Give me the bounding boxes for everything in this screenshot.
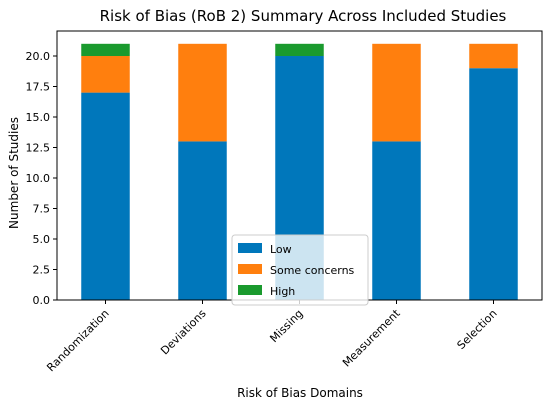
y-tick-label: 5.0 [33, 233, 51, 246]
legend-label: Low [270, 243, 292, 256]
y-tick-label: 12.5 [26, 142, 51, 155]
bar-selection-some-concerns [469, 43, 518, 69]
y-axis-label: Number of Studies [7, 117, 21, 229]
legend-label: Some concerns [270, 264, 355, 277]
legend-box [231, 234, 369, 306]
bar-randomization-high [81, 43, 130, 57]
bar-measurement-some-concerns [372, 43, 421, 142]
x-tick-label: Selection [455, 307, 500, 352]
x-tick-label: Measurement [340, 306, 403, 369]
bar-selection-low [469, 68, 518, 300]
chart-title: Risk of Bias (RoB 2) Summary Across Incl… [100, 7, 507, 25]
x-tick-label: Missing [267, 307, 305, 345]
bar-measurement-low [372, 141, 421, 300]
y-tick-label: 20.0 [26, 50, 51, 63]
bar-deviations-some-concerns [178, 43, 227, 142]
y-tick-label: 10.0 [26, 172, 51, 185]
x-axis-label: Risk of Bias Domains [237, 386, 363, 400]
legend-swatch [238, 285, 262, 295]
y-tick-label: 0.0 [33, 294, 51, 307]
plot-area: 0.0 2.5 5.0 7.5 10.0 12.5 15.0 17.5 20.0 Randomiz… [26, 30, 543, 374]
x-tick-label: Deviations [158, 307, 209, 358]
x-tick-label: Randomization [44, 307, 111, 374]
legend-swatch [238, 243, 262, 253]
bar-deviations-low [178, 141, 227, 300]
bar-randomization-low [81, 92, 130, 300]
bar-missing-high [275, 43, 324, 57]
y-tick-label: 15.0 [26, 111, 51, 124]
y-tick-label: 17.5 [26, 81, 51, 94]
y-tick-label: 7.5 [33, 203, 51, 216]
y-tick-label: 2.5 [33, 264, 51, 277]
legend: Low Some concerns High [231, 234, 369, 306]
legend-swatch [238, 264, 262, 274]
legend-label: High [270, 285, 295, 298]
bar-randomization-some-concerns [81, 56, 130, 93]
